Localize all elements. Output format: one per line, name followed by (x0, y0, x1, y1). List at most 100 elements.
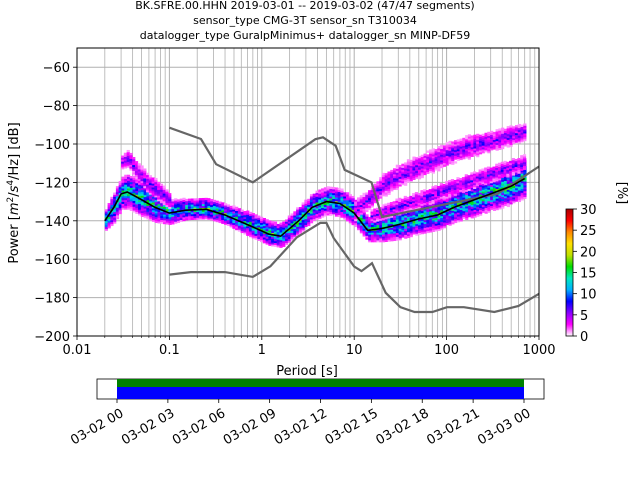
density-cell (293, 232, 297, 235)
density-cell (368, 234, 372, 237)
density-cell (514, 164, 518, 168)
density-cell (490, 138, 494, 141)
density-cell (523, 123, 527, 126)
density-cell (168, 196, 172, 200)
density-cell (246, 225, 250, 229)
density-cell (373, 236, 377, 239)
density-cell (368, 205, 372, 208)
density-cell (420, 203, 424, 206)
density-cell (393, 181, 397, 184)
density-cell (418, 213, 422, 216)
density-cell (326, 211, 330, 214)
density-cell (384, 203, 388, 206)
colorbar-tick-label: 25 (580, 224, 597, 239)
density-cell (390, 175, 394, 178)
density-cell (174, 198, 178, 201)
density-cell (439, 192, 443, 195)
density-cell (362, 192, 366, 196)
density-cell (373, 224, 377, 227)
y-axis-label-slash: / (7, 192, 22, 197)
density-cell (487, 202, 491, 206)
density-cell (392, 201, 396, 204)
density-cell (201, 197, 206, 201)
density-cell (431, 155, 435, 159)
density-cell (492, 176, 496, 179)
density-cell (140, 206, 145, 210)
density-cell (118, 209, 122, 213)
density-cell (154, 209, 158, 212)
density-cell (279, 243, 283, 246)
density-cell (501, 135, 505, 138)
density-cell (257, 238, 261, 241)
density-cell (476, 204, 480, 208)
density-cell (163, 216, 167, 219)
density-cell (409, 159, 413, 163)
density-cell (143, 204, 147, 207)
density-cell (376, 220, 380, 224)
density-cell (110, 206, 114, 209)
density-cell (387, 223, 391, 227)
density-cell (439, 188, 443, 192)
density-cell (309, 199, 314, 203)
density-cell (423, 198, 427, 202)
density-cell (143, 179, 147, 183)
density-cell (321, 213, 325, 216)
density-cell (400, 198, 405, 202)
density-cell (146, 195, 150, 199)
density-cell (417, 177, 422, 180)
density-cell (490, 132, 494, 136)
density-cell (193, 213, 197, 217)
density-cell (143, 190, 147, 194)
density-cell (395, 187, 399, 191)
density-cell (434, 229, 438, 232)
density-cell (459, 198, 463, 201)
density-cell (110, 223, 114, 227)
density-cell (390, 179, 394, 182)
density-cell (470, 143, 474, 146)
density-cell (260, 234, 264, 237)
density-cell (429, 155, 433, 158)
density-cell (210, 200, 214, 204)
density-cell (503, 170, 507, 173)
density-cell (515, 199, 519, 202)
density-cell (343, 194, 347, 197)
density-cell (473, 199, 477, 203)
density-cell (304, 220, 308, 224)
density-cell (282, 238, 286, 242)
density-cell (356, 201, 361, 204)
density-cell (448, 204, 452, 207)
density-cell (470, 200, 474, 204)
density-cell (254, 225, 258, 229)
density-cell (395, 168, 399, 171)
density-cell (481, 193, 485, 196)
density-cell (467, 136, 472, 139)
density-cell (487, 139, 491, 142)
density-cell (296, 222, 300, 225)
density-cell (132, 164, 136, 167)
density-cell (276, 223, 280, 227)
density-cell (140, 193, 145, 196)
density-cell (476, 135, 480, 139)
density-cell (492, 131, 496, 135)
density-cell (434, 190, 438, 194)
density-cell (376, 215, 380, 218)
density-cell (398, 218, 402, 222)
density-cell (262, 227, 266, 230)
density-cell (387, 237, 391, 240)
density-cell (196, 217, 200, 220)
density-cell (232, 224, 236, 227)
density-cell (357, 227, 361, 231)
density-cell (229, 217, 233, 220)
density-cell (434, 223, 438, 226)
density-cell (373, 238, 377, 241)
density-cell (332, 202, 336, 205)
density-cell (332, 190, 336, 194)
density-cell (246, 214, 250, 217)
density-cell (345, 203, 350, 207)
density-cell (151, 211, 156, 215)
density-cell (309, 203, 314, 207)
density-cell (376, 224, 380, 227)
density-cell (174, 217, 178, 220)
density-cell (434, 221, 438, 224)
density-cell (436, 191, 441, 195)
